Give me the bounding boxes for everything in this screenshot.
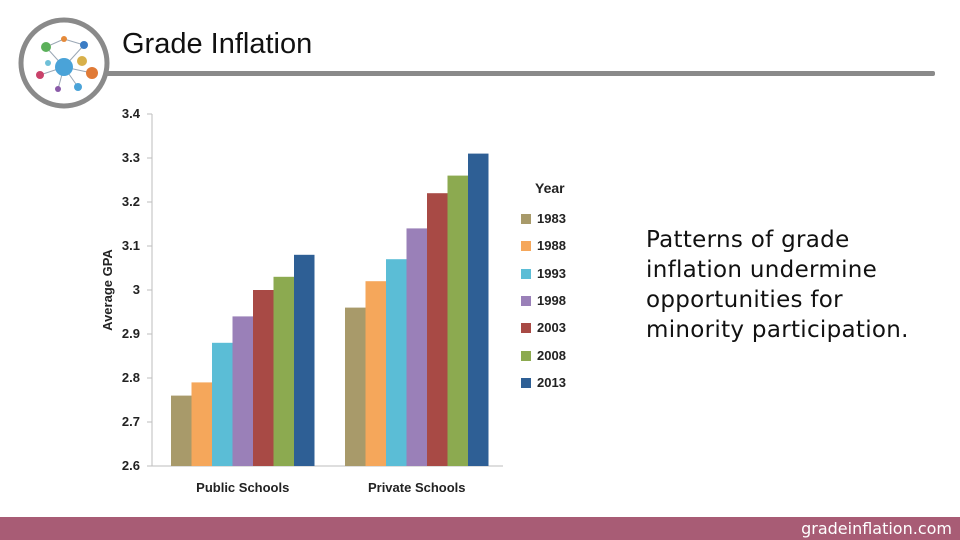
legend-title: Year xyxy=(535,180,565,196)
slide-title: Grade Inflation xyxy=(122,28,313,60)
y-tick-label: 3.1 xyxy=(122,238,140,253)
footer-url[interactable]: gradeinflation.com xyxy=(801,519,952,538)
legend-label: 1993 xyxy=(537,265,566,281)
legend-swatch xyxy=(521,241,531,252)
bar-public-schools-2003 xyxy=(253,290,274,466)
legend-label: 2013 xyxy=(537,374,566,390)
legend-swatch xyxy=(521,214,531,224)
bars xyxy=(171,153,489,466)
y-tick-label: 2.8 xyxy=(122,370,140,385)
bar-private-schools-1983 xyxy=(345,307,366,466)
bar-public-schools-1983 xyxy=(171,395,192,466)
footer-bar: gradeinflation.com xyxy=(0,517,960,540)
y-tick-label: 2.6 xyxy=(122,458,140,473)
slide-caption: Patterns of grade inflation undermine op… xyxy=(646,227,909,343)
y-tick-label: 3.2 xyxy=(122,194,140,209)
legend-swatch xyxy=(521,350,531,361)
legend-swatch xyxy=(521,295,531,306)
y-tick-label: 2.9 xyxy=(122,326,140,341)
legend-swatch xyxy=(521,323,531,334)
logo xyxy=(18,17,114,113)
bar-public-schools-2008 xyxy=(273,276,294,466)
legend-label: 1988 xyxy=(537,238,566,254)
bar-private-schools-1993 xyxy=(386,259,407,466)
bar-private-schools-2013 xyxy=(468,153,489,466)
legend-label: 2008 xyxy=(537,347,566,363)
bar-private-schools-1998 xyxy=(406,228,427,466)
y-axis-label: Average GPA xyxy=(100,249,115,331)
legend-label: 1983 xyxy=(537,211,566,226)
x-category-label: Public Schools xyxy=(196,480,289,495)
y-tick-label: 3.3 xyxy=(122,150,140,165)
legend-swatch xyxy=(521,377,531,388)
bar-public-schools-1988 xyxy=(191,382,212,466)
bar-public-schools-1993 xyxy=(212,342,233,466)
network-nodes-icon xyxy=(18,17,110,109)
x-axis-labels: Public Schools Private Schools xyxy=(196,480,465,495)
bar-private-schools-2008 xyxy=(447,175,468,466)
legend-swatch xyxy=(521,268,531,279)
legend-label: 2003 xyxy=(537,320,566,336)
y-tick-label: 2.7 xyxy=(122,414,140,429)
bar-private-schools-2003 xyxy=(427,193,448,466)
x-category-label: Private Schools xyxy=(368,480,466,495)
legend-label: 1998 xyxy=(537,292,566,308)
y-tick-label: 3.4 xyxy=(122,106,141,121)
y-tick-label: 3 xyxy=(133,282,140,297)
bar-public-schools-1998 xyxy=(232,316,253,466)
bar-public-schools-2013 xyxy=(294,254,315,466)
title-divider xyxy=(105,71,935,76)
bar-private-schools-1988 xyxy=(365,281,386,466)
